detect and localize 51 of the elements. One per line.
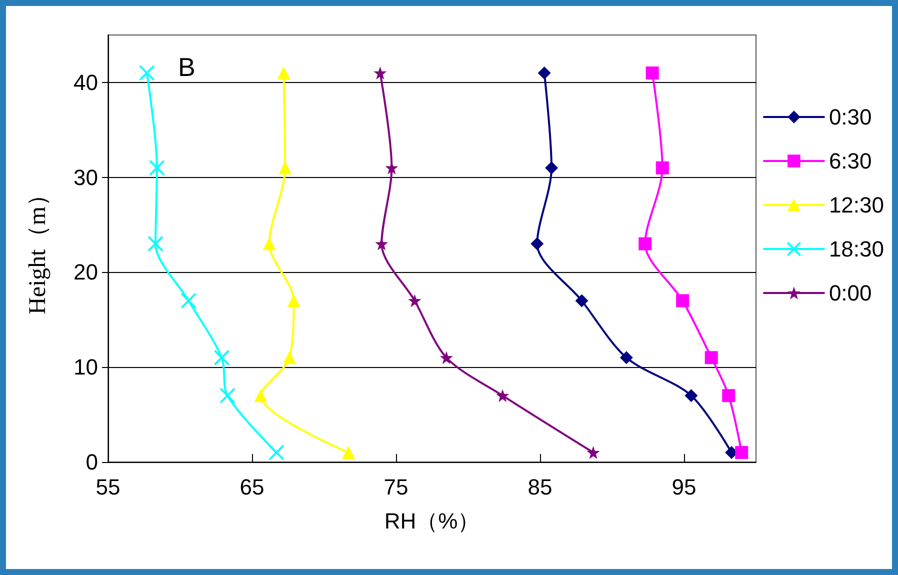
point [282,351,296,364]
point [278,161,292,174]
point [638,237,652,250]
x-tick-label: 95 [672,474,696,500]
point [575,294,588,308]
point [496,389,510,402]
y-axis-title: Height（m） [25,182,51,314]
y-tick-label: 30 [74,164,98,190]
point [538,66,551,80]
point [676,294,690,308]
y-tick-label: 40 [74,70,98,95]
x-tick-label: 65 [240,474,264,500]
legend-label: 0:00 [828,280,872,306]
point [214,350,230,366]
legend-label: 6:30 [828,148,872,174]
point [254,389,268,402]
legend-label: 12:30 [828,192,884,218]
x-axis-title: RH（%） [384,508,480,534]
point [735,446,748,460]
point [408,294,422,308]
point [277,66,290,80]
point [148,236,164,252]
x-tick-label: 85 [528,474,552,500]
x-tick-label: 75 [384,474,408,500]
legend-label: 18:30 [828,236,884,262]
point [620,351,633,364]
point [342,446,355,460]
annotation: B [178,52,196,82]
point [440,351,453,364]
point [722,389,736,402]
point [374,66,387,80]
point [148,160,165,176]
point [586,446,600,460]
point [684,389,698,402]
point [646,66,659,80]
point [138,64,155,81]
point [268,444,284,461]
point [656,161,669,174]
point [545,161,558,174]
y-tick-label: 0 [86,450,98,474]
point [262,237,276,250]
point [530,237,544,250]
legend-label: 0:30 [828,104,872,130]
point [375,237,388,250]
y-tick-label: 10 [74,354,98,380]
point [220,388,236,404]
point [180,292,197,309]
point [287,294,300,308]
y-tick-label: 20 [74,260,98,285]
x-tick-label: 55 [96,474,120,500]
point [704,351,718,364]
